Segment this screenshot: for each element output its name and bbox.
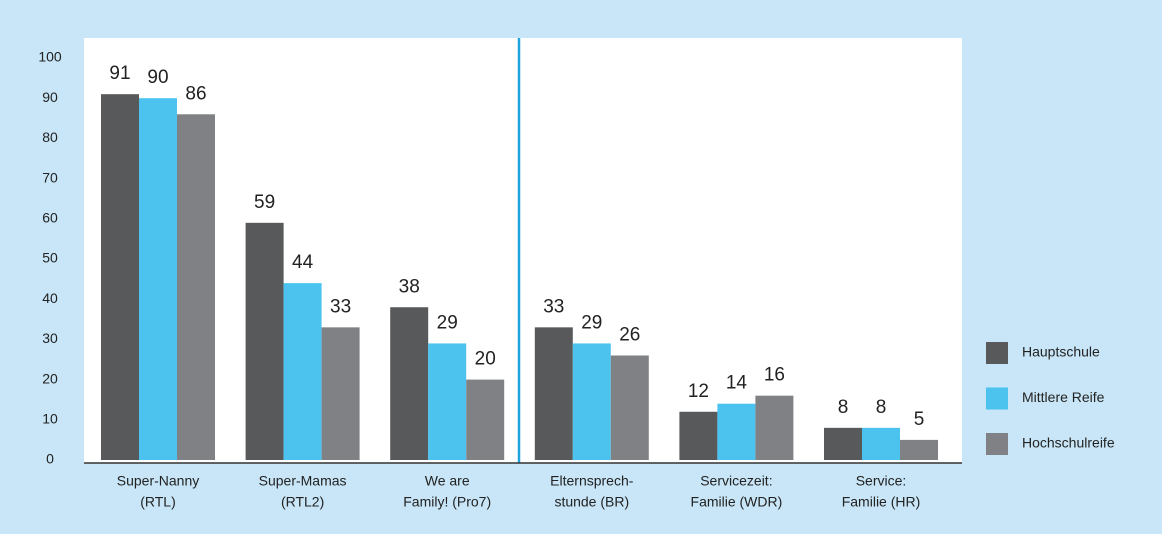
plot-area: [84, 38, 962, 463]
legend-swatch: [986, 387, 1008, 410]
x-tick-label: Service:: [856, 473, 907, 489]
value-label: 8: [838, 397, 849, 418]
bar: [321, 327, 360, 460]
value-label: 26: [619, 324, 640, 345]
value-label: 8: [876, 397, 887, 418]
y-tick-label: 0: [46, 451, 54, 467]
y-tick-label: 70: [42, 169, 58, 185]
value-label: 91: [109, 63, 130, 84]
x-tick-label: Servicezeit:: [700, 473, 772, 489]
legend-swatch: [986, 342, 1008, 364]
y-tick-label: 30: [42, 330, 58, 346]
x-tick-label: Super-Nanny: [117, 473, 200, 489]
bar: [101, 94, 139, 461]
bar: [824, 427, 862, 460]
bar: [283, 283, 322, 460]
bar: [390, 307, 429, 460]
y-tick-label: 100: [38, 49, 62, 65]
bar: [610, 355, 649, 460]
y-tick-label: 40: [42, 290, 58, 306]
bar: [862, 427, 900, 460]
value-label: 12: [688, 381, 709, 402]
bar: [717, 403, 756, 460]
value-label: 38: [399, 276, 420, 297]
bar: [679, 411, 718, 460]
y-tick-label: 50: [42, 250, 58, 266]
value-label: 44: [292, 252, 314, 273]
value-label: 5: [914, 409, 925, 430]
value-label: 29: [437, 312, 458, 333]
bar: [177, 114, 215, 460]
legend-label: Hochschulreife: [1022, 435, 1115, 451]
bar: [572, 343, 611, 460]
value-label: 29: [581, 312, 602, 333]
legend-label: Hauptschule: [1022, 344, 1100, 360]
bar: [466, 379, 505, 460]
bar: [428, 343, 467, 460]
x-tick-label: stunde (BR): [554, 494, 629, 510]
x-tick-label: Familie (HR): [842, 494, 921, 510]
bar: [900, 439, 938, 460]
value-label: 86: [185, 83, 206, 104]
legend-swatch: [986, 433, 1008, 455]
bar: [245, 222, 284, 460]
bar: [534, 327, 573, 460]
value-label: 90: [147, 67, 168, 88]
value-label: 14: [726, 373, 748, 394]
y-tick-label: 60: [42, 210, 58, 226]
legend-label: Mittlere Reife: [1022, 389, 1105, 405]
x-tick-label: We are: [425, 473, 470, 489]
x-tick-label: Super-Mamas: [259, 473, 347, 489]
value-label: 16: [764, 365, 785, 386]
y-tick-label: 20: [42, 370, 58, 386]
value-label: 59: [254, 192, 275, 213]
x-tick-label: (RTL): [140, 494, 176, 510]
value-label: 33: [543, 296, 564, 317]
x-tick-label: Family! (Pro7): [403, 494, 491, 510]
bar: [139, 98, 177, 460]
value-label: 33: [330, 296, 351, 317]
y-tick-label: 10: [42, 411, 58, 427]
bar: [755, 395, 794, 460]
value-label: 20: [475, 349, 496, 370]
y-tick-label: 90: [42, 89, 58, 105]
y-tick-label: 80: [42, 129, 58, 145]
x-tick-label: Elternsprech-: [550, 473, 634, 489]
x-tick-label: (RTL2): [281, 494, 324, 510]
x-tick-label: Familie (WDR): [691, 494, 783, 510]
